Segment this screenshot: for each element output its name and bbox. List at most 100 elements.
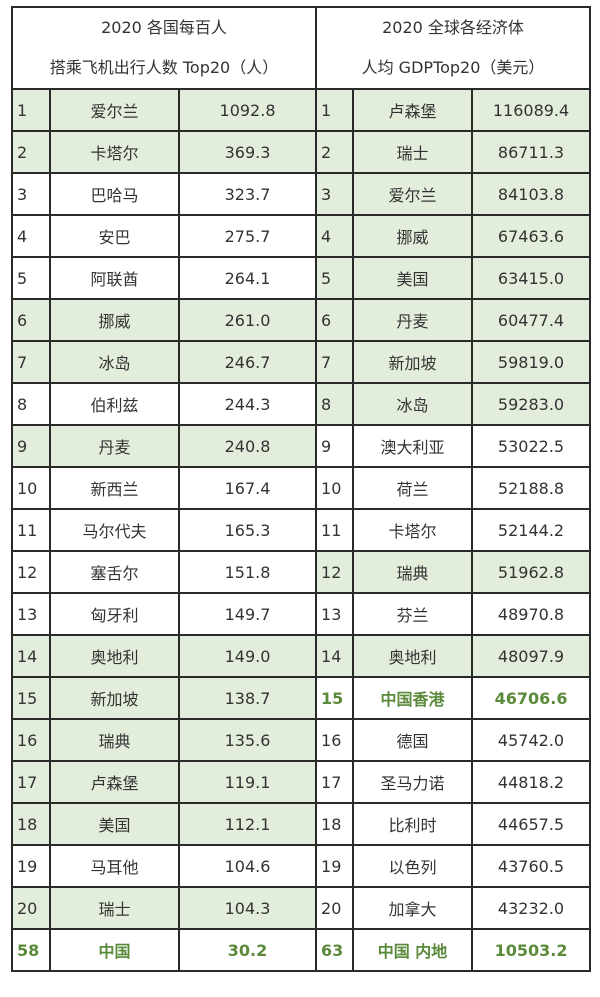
air-travel-rank-cell: 11 (11, 508, 51, 552)
table-row: 20 瑞士 104.3 20 加拿大 43232.0 (11, 886, 592, 930)
gdp-value-cell: 45742.0 (471, 718, 592, 762)
gdp-rank-cell: 63 (315, 928, 355, 972)
gdp-value-cell: 44818.2 (471, 760, 592, 804)
air-travel-value-cell: 165.3 (177, 508, 318, 552)
gdp-name-cell: 冰岛 (352, 382, 474, 426)
table-row: 15 新加坡 138.7 15 中国香港 46706.6 (11, 676, 592, 720)
gdp-title-line1: 2020 全球各经济体 (382, 18, 524, 37)
table-row: 1 爱尔兰 1092.8 1 卢森堡 116089.4 (11, 88, 592, 132)
air-travel-rank-cell: 13 (11, 592, 51, 636)
air-travel-rank-cell: 19 (11, 844, 51, 888)
gdp-name-cell: 芬兰 (352, 592, 474, 636)
table-row: 6 挪威 261.0 6 丹麦 60477.4 (11, 298, 592, 342)
air-travel-value-cell: 149.7 (177, 592, 318, 636)
air-travel-rank-cell: 2 (11, 130, 51, 174)
air-travel-name-cell: 挪威 (49, 298, 180, 342)
gdp-rank-cell: 20 (315, 886, 355, 930)
table-row: 10 新西兰 167.4 10 荷兰 52188.8 (11, 466, 592, 510)
table-row: 58 中国 30.2 63 中国 内地 10503.2 (11, 928, 592, 972)
air-travel-value-cell: 261.0 (177, 298, 318, 342)
air-travel-name-cell: 新加坡 (49, 676, 180, 720)
gdp-rank-cell: 2 (315, 130, 355, 174)
table-row: 9 丹麦 240.8 9 澳大利亚 53022.5 (11, 424, 592, 468)
table-row: 4 安巴 275.7 4 挪威 67463.6 (11, 214, 592, 258)
air-travel-name-cell: 奥地利 (49, 634, 180, 678)
air-travel-value-cell: 240.8 (177, 424, 318, 468)
air-travel-value-cell: 244.3 (177, 382, 318, 426)
air-travel-name-cell: 新西兰 (49, 466, 180, 510)
gdp-value-cell: 59819.0 (471, 340, 592, 384)
air-travel-value-cell: 151.8 (177, 550, 318, 594)
air-travel-value-cell: 275.7 (177, 214, 318, 258)
gdp-rank-cell: 15 (315, 676, 355, 720)
air-travel-name-cell: 安巴 (49, 214, 180, 258)
gdp-rank-cell: 4 (315, 214, 355, 258)
gdp-rank-cell: 7 (315, 340, 355, 384)
air-travel-value-cell: 323.7 (177, 172, 318, 216)
gdp-rank-cell: 10 (315, 466, 355, 510)
air-travel-name-cell: 美国 (49, 802, 180, 846)
gdp-name-cell: 荷兰 (352, 466, 474, 510)
gdp-name-cell: 挪威 (352, 214, 474, 258)
table-row: 17 卢森堡 119.1 17 圣马力诺 44818.2 (11, 760, 592, 804)
gdp-name-cell: 卡塔尔 (352, 508, 474, 552)
gdp-table-title: 2020 全球各经济体 人均 GDPTop20（美元） (315, 6, 592, 90)
gdp-value-cell: 84103.8 (471, 172, 592, 216)
air-travel-rank-cell: 5 (11, 256, 51, 300)
gdp-value-cell: 43232.0 (471, 886, 592, 930)
air-travel-name-cell: 爱尔兰 (49, 88, 180, 132)
air-travel-rank-cell: 18 (11, 802, 51, 846)
gdp-value-cell: 44657.5 (471, 802, 592, 846)
air-travel-value-cell: 112.1 (177, 802, 318, 846)
table-row: 8 伯利兹 244.3 8 冰岛 59283.0 (11, 382, 592, 426)
gdp-name-cell: 卢森堡 (352, 88, 474, 132)
gdp-rank-cell: 3 (315, 172, 355, 216)
gdp-rank-cell: 6 (315, 298, 355, 342)
air-travel-rank-cell: 3 (11, 172, 51, 216)
table-row: 7 冰岛 246.7 7 新加坡 59819.0 (11, 340, 592, 384)
gdp-value-cell: 46706.6 (471, 676, 592, 720)
gdp-rank-cell: 13 (315, 592, 355, 636)
gdp-value-cell: 86711.3 (471, 130, 592, 174)
gdp-rank-cell: 5 (315, 256, 355, 300)
gdp-rank-cell: 1 (315, 88, 355, 132)
gdp-name-cell: 瑞士 (352, 130, 474, 174)
air-travel-rank-cell: 8 (11, 382, 51, 426)
air-travel-rank-cell: 17 (11, 760, 51, 804)
gdp-name-cell: 美国 (352, 256, 474, 300)
air-travel-rank-cell: 6 (11, 298, 51, 342)
gdp-value-cell: 59283.0 (471, 382, 592, 426)
header-row: 2020 各国每百人 搭乘飞机出行人数 Top20（人） 2020 全球各经济体… (10, 6, 592, 90)
air-travel-rank-cell: 20 (11, 886, 51, 930)
air-travel-value-cell: 30.2 (177, 928, 318, 972)
air-travel-rank-cell: 15 (11, 676, 51, 720)
air-travel-name-cell: 瑞典 (49, 718, 180, 762)
gdp-value-cell: 67463.6 (471, 214, 592, 258)
air-travel-name-cell: 伯利兹 (49, 382, 180, 426)
gdp-name-cell: 爱尔兰 (352, 172, 474, 216)
gdp-name-cell: 圣马力诺 (352, 760, 474, 804)
air-travel-value-cell: 135.6 (177, 718, 318, 762)
air-travel-name-cell: 马尔代夫 (49, 508, 180, 552)
gdp-name-cell: 丹麦 (352, 298, 474, 342)
air-travel-name-cell: 卡塔尔 (49, 130, 180, 174)
air-travel-value-cell: 246.7 (177, 340, 318, 384)
table-row: 14 奥地利 149.0 14 奥地利 48097.9 (11, 634, 592, 678)
air-travel-name-cell: 瑞士 (49, 886, 180, 930)
gdp-value-cell: 52188.8 (471, 466, 592, 510)
gdp-rank-cell: 19 (315, 844, 355, 888)
air-travel-rank-cell: 9 (11, 424, 51, 468)
air-travel-rank-cell: 10 (11, 466, 51, 510)
gdp-name-cell: 比利时 (352, 802, 474, 846)
gdp-value-cell: 10503.2 (471, 928, 592, 972)
gdp-name-cell: 瑞典 (352, 550, 474, 594)
gdp-value-cell: 43760.5 (471, 844, 592, 888)
gdp-value-cell: 48097.9 (471, 634, 592, 678)
air-travel-value-cell: 138.7 (177, 676, 318, 720)
table-row: 13 匈牙利 149.7 13 芬兰 48970.8 (11, 592, 592, 636)
air-travel-rank-cell: 7 (11, 340, 51, 384)
air-travel-name-cell: 匈牙利 (49, 592, 180, 636)
gdp-value-cell: 48970.8 (471, 592, 592, 636)
air-travel-name-cell: 巴哈马 (49, 172, 180, 216)
air-travel-rank-cell: 58 (11, 928, 51, 972)
